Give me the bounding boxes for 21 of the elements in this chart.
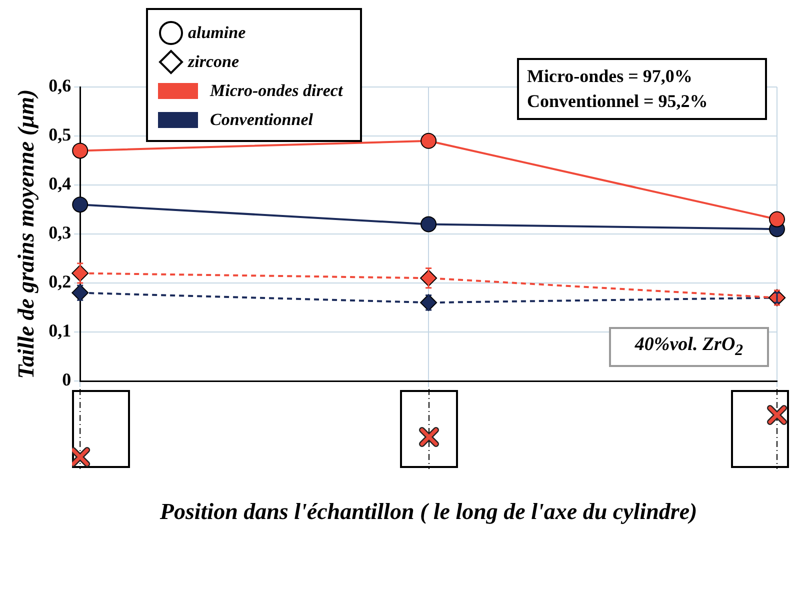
y-axis-title: Taille de grains moyenne (µm) <box>14 89 39 379</box>
annotation: Conventionnel = 95,2% <box>527 90 709 113</box>
annotation: 40%vol. ZrO$_{2}$ <box>634 334 744 359</box>
y-tick-label: 0,2 <box>48 272 72 292</box>
key-box: alumine zircone Micro-ondes direct Conventionnel <box>146 8 362 142</box>
annotation: Conventionnel <box>210 110 313 130</box>
point <box>72 196 88 213</box>
point <box>72 142 88 159</box>
y-tick-label: 0,6 <box>48 76 72 96</box>
y-tick-label: 0,3 <box>48 222 72 243</box>
y-tick-label: 0,5 <box>48 124 72 145</box>
text-box: 40%vol. ZrO$_{2}$ <box>609 327 769 367</box>
y-tick-label: 0,1 <box>48 320 72 341</box>
y-tick-label: 0,4 <box>48 174 72 194</box>
y-tick-label: 0 <box>62 370 72 390</box>
annotation: Micro-ondes direct <box>210 80 343 100</box>
text-box: Micro-ondes = 97,0% Conventionnel = 95,2% <box>517 58 767 120</box>
point <box>420 132 437 149</box>
x-axis-title: Position dans l'échantillon ( le long de l'axe du cylindre) <box>158 499 698 524</box>
point <box>769 211 785 228</box>
point <box>420 216 437 232</box>
